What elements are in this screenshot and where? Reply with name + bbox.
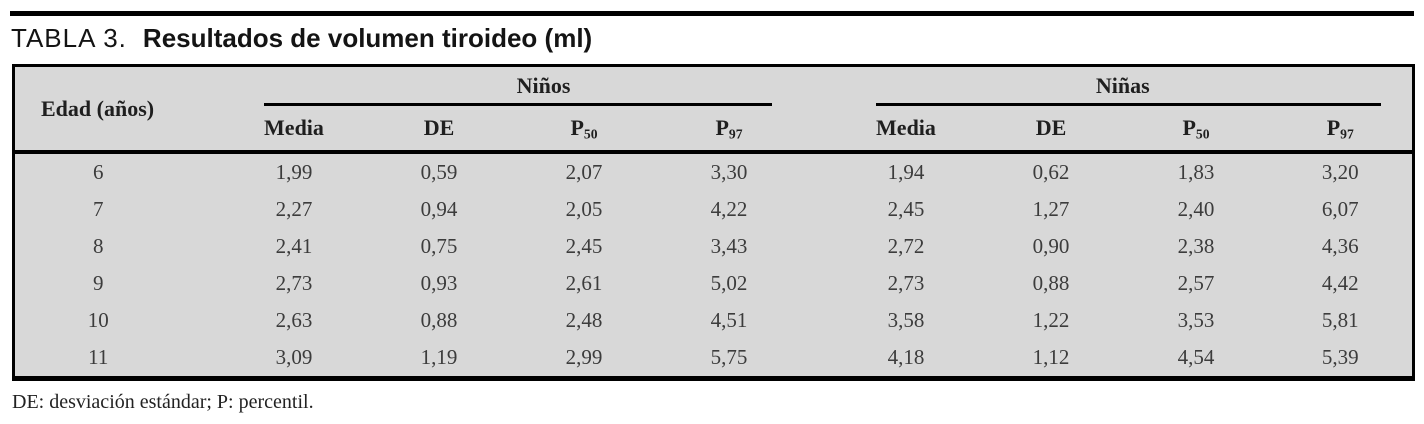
data-cell: 3,43 [710, 234, 748, 258]
data-cell: 5,02 [710, 271, 748, 295]
data-cell: 0,94 [420, 197, 458, 221]
column-header-p97-ninas: P97 [1268, 106, 1414, 154]
column-header-label: P [1182, 115, 1196, 140]
data-cell: 4,22 [710, 197, 748, 221]
table-row: 7 2,27 0,94 2,05 4,22 2,45 1,27 2,40 6,0… [14, 191, 1414, 228]
data-cell: 4,36 [1321, 234, 1359, 258]
column-header-label: Media [876, 115, 936, 140]
data-cell: 2,45 [565, 234, 603, 258]
table-row: 6 1,99 0,59 2,07 3,30 1,94 0,62 1,83 3,2… [14, 152, 1414, 191]
data-cell: 2,38 [1177, 234, 1215, 258]
age-cell: 9 [93, 271, 104, 295]
column-header-media-ninos: Media [253, 106, 399, 154]
table-body: 6 1,99 0,59 2,07 3,30 1,94 0,62 1,83 3,2… [14, 152, 1414, 379]
column-header-p50-ninas: P50 [1123, 106, 1269, 154]
data-cell: 2,05 [565, 197, 603, 221]
column-header-media-ninas: Media [833, 106, 979, 154]
column-header-subscript: 97 [1340, 126, 1354, 142]
data-cell: 0,90 [1032, 234, 1070, 258]
age-cell: 8 [93, 234, 104, 258]
age-cell: 7 [93, 197, 104, 221]
column-header-subscript: 50 [1195, 126, 1210, 142]
data-cell: 3,58 [887, 308, 925, 332]
data-cell: 2,48 [565, 308, 603, 332]
corner-header-edad: Edad (años) [13, 65, 254, 154]
data-cell: 0,62 [1032, 160, 1070, 184]
data-cell: 0,75 [420, 234, 458, 258]
data-cell: 4,18 [887, 345, 925, 369]
data-cell: 0,88 [420, 308, 458, 332]
table-row: 8 2,41 0,75 2,45 3,43 2,72 0,90 2,38 4,3… [14, 228, 1414, 265]
data-cell: 3,30 [710, 160, 748, 184]
table-title-text: Resultados de volumen tiroideo (ml) [142, 23, 593, 53]
data-cell: 6,07 [1321, 197, 1359, 221]
table-title: TABLA 3. Resultados de volumen tiroideo (… [11, 23, 592, 54]
group-header-row: Edad (años) Niños Niñas [13, 65, 1414, 154]
data-cell: 0,93 [420, 271, 458, 295]
age-cell: 11 [88, 345, 109, 369]
group-header-ninos: Niños [254, 66, 834, 106]
data-cell: 1,99 [275, 160, 313, 184]
data-cell: 3,53 [1177, 308, 1215, 332]
sub-header-row: Media DE P50 P97 Media DE P50 P97 [14, 106, 1414, 154]
data-cell: 1,12 [1032, 345, 1070, 369]
column-header-label: DE [1035, 115, 1067, 140]
column-header-de-ninas: DE [978, 106, 1124, 154]
data-cell: 2,61 [565, 271, 603, 295]
column-header-p50-ninos: P50 [543, 106, 689, 154]
data-cell: 4,51 [710, 308, 748, 332]
column-header-p97-ninos: P97 [688, 106, 834, 154]
data-cell: 1,83 [1177, 160, 1215, 184]
column-header-label: P [715, 115, 729, 140]
data-cell: 2,45 [887, 197, 925, 221]
data-cell: 2,99 [565, 345, 603, 369]
data-cell: 2,57 [1177, 271, 1215, 295]
data-cell: 5,81 [1321, 308, 1359, 332]
data-cell: 3,20 [1321, 160, 1359, 184]
age-cell: 6 [93, 160, 104, 184]
data-cell: 2,72 [887, 234, 925, 258]
data-cell: 2,40 [1177, 197, 1215, 221]
data-cell: 1,94 [887, 160, 925, 184]
table-header: Edad (años) Niños Niñas Media DE P50 P97… [13, 65, 1414, 154]
table-row: 9 2,73 0,93 2,61 5,02 2,73 0,88 2,57 4,4… [14, 265, 1414, 302]
group-label-ninas: Niñas [1095, 73, 1150, 98]
data-cell: 5,75 [710, 345, 748, 369]
top-rule [10, 11, 1414, 16]
column-header-de-ninos: DE [398, 106, 544, 154]
results-table: Edad (años) Niños Niñas Media DE P50 P97… [12, 64, 1415, 381]
data-cell: 4,54 [1177, 345, 1215, 369]
table-row: 11 3,09 1,19 2,99 5,75 4,18 1,12 4,54 5,… [14, 339, 1414, 379]
column-header-label: Media [264, 115, 324, 140]
data-cell: 2,07 [565, 160, 603, 184]
table-footnote: DE: desviación estándar; P: percentil. [12, 391, 314, 413]
data-cell: 1,27 [1032, 197, 1070, 221]
data-cell: 2,73 [887, 271, 925, 295]
table-number-label: TABLA 3. [11, 23, 127, 53]
data-cell: 2,73 [275, 271, 313, 295]
data-cell: 3,09 [275, 345, 313, 369]
group-label-ninos: Niños [516, 73, 571, 98]
data-cell: 2,27 [275, 197, 313, 221]
group-underline-ninos [263, 103, 772, 106]
data-cell: 2,63 [275, 308, 313, 332]
column-header-label: P [1326, 115, 1341, 140]
group-underline-ninas [875, 103, 1381, 106]
table-row: 10 2,63 0,88 2,48 4,51 3,58 1,22 3,53 5,… [14, 302, 1414, 339]
data-cell: 4,42 [1321, 271, 1359, 295]
age-cell: 10 [87, 308, 109, 332]
column-header-subscript: 97 [728, 126, 743, 142]
column-header-label: P [570, 115, 584, 140]
column-header-label: DE [423, 115, 455, 140]
group-header-ninas: Niñas [834, 66, 1414, 106]
data-cell: 2,41 [275, 234, 313, 258]
data-cell: 0,88 [1032, 271, 1070, 295]
column-header-subscript: 50 [583, 126, 598, 142]
data-cell: 1,19 [420, 345, 458, 369]
data-cell: 1,22 [1032, 308, 1070, 332]
data-cell: 0,59 [420, 160, 458, 184]
data-cell: 5,39 [1321, 345, 1359, 369]
